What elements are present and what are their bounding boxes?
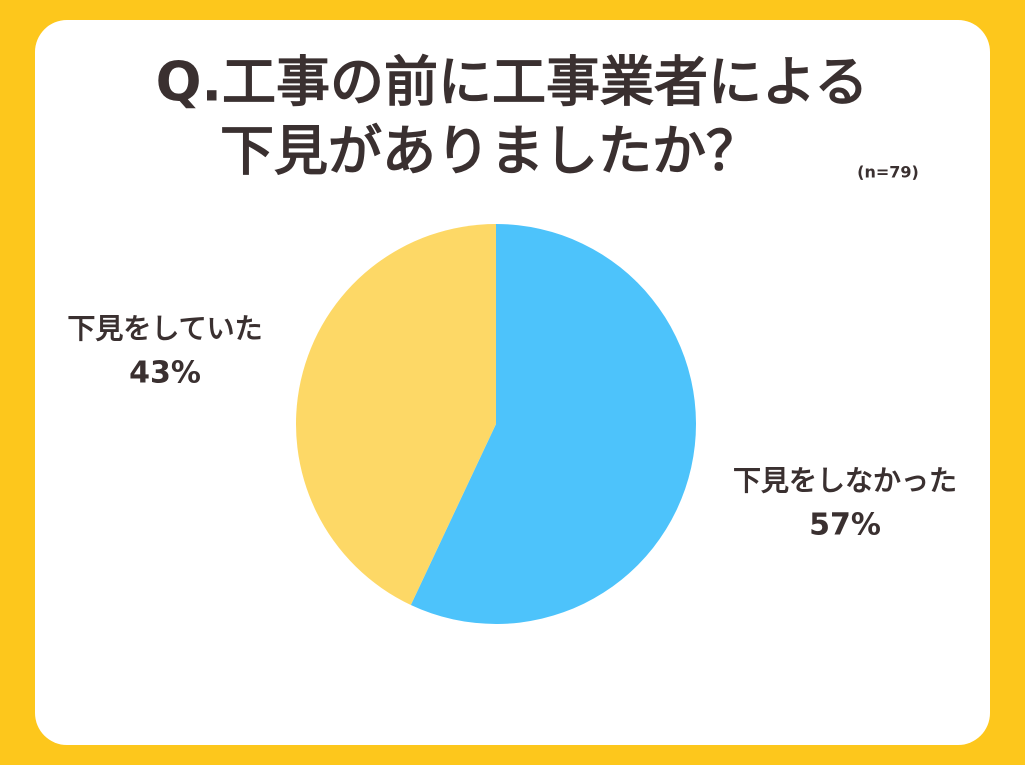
pie-slice [295,224,496,605]
chart-title: 下見がありましたか？ [220,120,760,183]
sample-size: (n=79) [857,163,919,182]
slice-label: 下見をしなかった [733,464,957,497]
value-label: 57% [809,508,881,543]
chart-title: Q.工事の前に工事業者による [156,51,869,114]
value-label: 43% [129,356,201,391]
pie-slice [410,224,696,624]
slice-label: 下見をしていた [67,312,262,345]
